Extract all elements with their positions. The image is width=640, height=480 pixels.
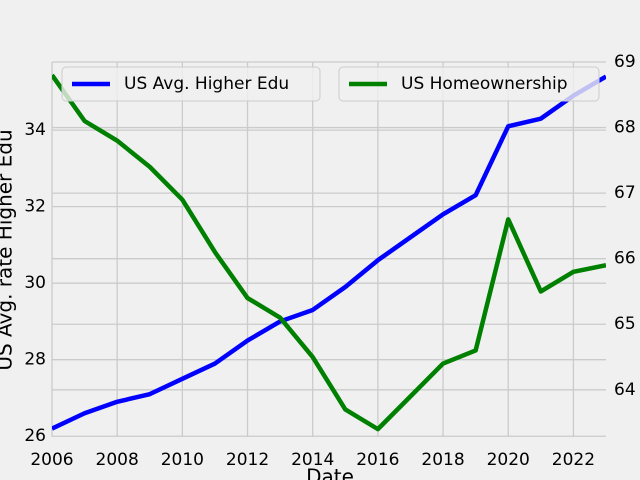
x-tick-label: 2010 bbox=[161, 450, 204, 470]
line bbox=[52, 73, 606, 432]
y2-tick-label: 66 bbox=[614, 249, 636, 269]
y2-tick-label: 64 bbox=[614, 380, 636, 400]
x-tick-label: 2020 bbox=[487, 450, 530, 470]
plot-lines bbox=[52, 73, 606, 432]
y2-tick-label: 69 bbox=[614, 52, 636, 72]
y-tick-label: 28 bbox=[24, 350, 46, 370]
y-tick-label: 32 bbox=[24, 197, 46, 217]
legend-label: US Avg. Higher Edu bbox=[124, 74, 289, 94]
y-axis-label: US Avg. rate Higher Edu bbox=[0, 129, 17, 370]
legend-box bbox=[61, 66, 321, 102]
y-tick-label: 30 bbox=[24, 273, 46, 293]
x-tick-label: 2016 bbox=[356, 450, 399, 470]
y2-tick-label: 65 bbox=[614, 314, 636, 334]
line bbox=[52, 74, 606, 431]
x-axis-label: Date bbox=[306, 465, 354, 480]
x-tick-label: 2014 bbox=[291, 450, 334, 470]
legend-label: US Homeownership bbox=[401, 74, 568, 94]
y-tick-label: 34 bbox=[24, 120, 46, 140]
x-tick-label: 2012 bbox=[226, 450, 269, 470]
legend-box bbox=[338, 66, 600, 102]
x-tick-label: 2018 bbox=[421, 450, 464, 470]
y-tick-label: 26 bbox=[24, 426, 46, 446]
y2-tick-label: 68 bbox=[614, 118, 636, 138]
x-tick-label: 2006 bbox=[30, 450, 73, 470]
x-tick-label: 2022 bbox=[552, 450, 595, 470]
y2-tick-label: 67 bbox=[614, 183, 636, 203]
x-tick-label: 2008 bbox=[96, 450, 139, 470]
